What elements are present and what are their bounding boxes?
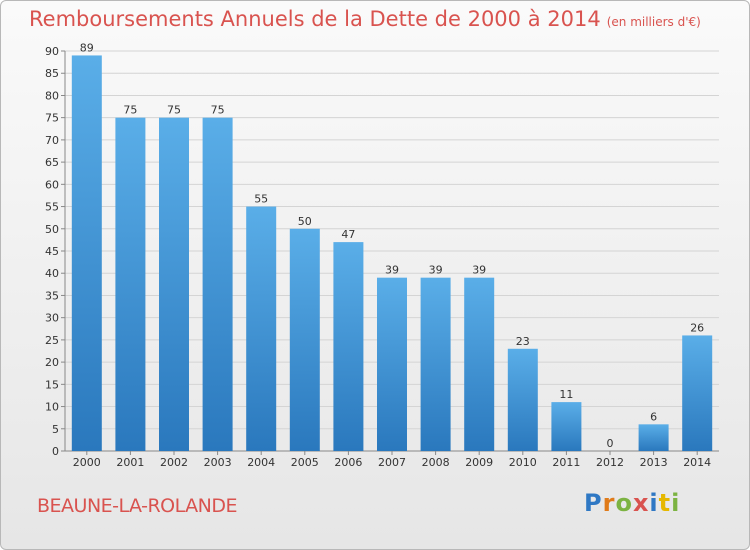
y-tick-label: 40 xyxy=(45,267,59,280)
proxiti-logo: Proxiti xyxy=(584,489,681,517)
bar-value-label: 55 xyxy=(254,193,268,206)
bar-value-label: 47 xyxy=(341,228,355,241)
city-name: BEAUNE-LA-ROLANDE xyxy=(37,495,238,517)
bar xyxy=(377,277,407,451)
y-tick-label: 10 xyxy=(45,401,59,414)
x-tick-label: 2010 xyxy=(509,456,537,469)
bar xyxy=(159,117,189,452)
x-tick-label: 2004 xyxy=(247,456,275,469)
y-tick-label: 45 xyxy=(45,245,59,258)
y-tick-label: 85 xyxy=(45,67,59,80)
bar-value-label: 26 xyxy=(690,321,704,334)
y-tick-label: 20 xyxy=(45,356,59,369)
y-tick-label: 75 xyxy=(45,112,59,125)
y-tick-label: 50 xyxy=(45,223,59,236)
bar-value-label: 39 xyxy=(429,264,443,277)
y-tick-label: 90 xyxy=(45,45,59,58)
x-tick-label: 2002 xyxy=(160,456,188,469)
x-tick-label: 2000 xyxy=(73,456,101,469)
x-tick-label: 2008 xyxy=(422,456,450,469)
y-tick-label: 0 xyxy=(52,445,59,458)
bar-value-label: 75 xyxy=(123,104,137,117)
chart-title-text: Remboursements Annuels de la Dette de 20… xyxy=(29,7,601,31)
y-tick-label: 65 xyxy=(45,156,59,169)
x-tick-label: 2001 xyxy=(116,456,144,469)
bar-value-label: 6 xyxy=(650,410,657,423)
bar-value-label: 23 xyxy=(516,335,530,348)
x-tick-label: 2011 xyxy=(552,456,580,469)
x-tick-label: 2005 xyxy=(291,456,319,469)
bar xyxy=(246,206,277,451)
bar-value-label: 39 xyxy=(385,264,399,277)
x-tick-label: 2013 xyxy=(640,456,668,469)
x-tick-label: 2012 xyxy=(596,456,624,469)
bar xyxy=(682,335,713,451)
bar xyxy=(202,117,233,452)
chart-title: Remboursements Annuels de la Dette de 20… xyxy=(29,7,701,31)
bar xyxy=(464,277,495,451)
bar-value-label: 0 xyxy=(607,437,614,450)
y-tick-label: 30 xyxy=(45,312,59,325)
y-tick-label: 25 xyxy=(45,334,59,347)
bar xyxy=(638,424,669,451)
bar xyxy=(420,277,451,451)
y-tick-label: 15 xyxy=(45,378,59,391)
bar-value-label: 11 xyxy=(559,388,573,401)
x-tick-label: 2007 xyxy=(378,456,406,469)
x-tick-label: 2006 xyxy=(334,456,362,469)
bar-value-label: 75 xyxy=(211,104,225,117)
y-tick-label: 70 xyxy=(45,134,59,147)
bar xyxy=(507,348,538,451)
bar xyxy=(71,55,102,451)
y-tick-label: 55 xyxy=(45,201,59,214)
y-tick-label: 35 xyxy=(45,289,59,302)
x-tick-label: 2014 xyxy=(683,456,711,469)
bar xyxy=(115,117,146,452)
y-tick-label: 60 xyxy=(45,178,59,191)
y-tick-label: 5 xyxy=(52,423,59,436)
bar-value-label: 50 xyxy=(298,215,312,228)
x-tick-label: 2003 xyxy=(204,456,232,469)
bar-value-label: 89 xyxy=(80,41,94,54)
bar-value-label: 75 xyxy=(167,104,181,117)
x-tick-label: 2009 xyxy=(465,456,493,469)
chart-subtitle: (en milliers d'€) xyxy=(606,15,701,29)
y-tick-label: 80 xyxy=(45,89,59,102)
bar-value-label: 39 xyxy=(472,264,486,277)
bar xyxy=(333,242,364,451)
bar xyxy=(289,228,320,451)
bar xyxy=(551,402,582,451)
